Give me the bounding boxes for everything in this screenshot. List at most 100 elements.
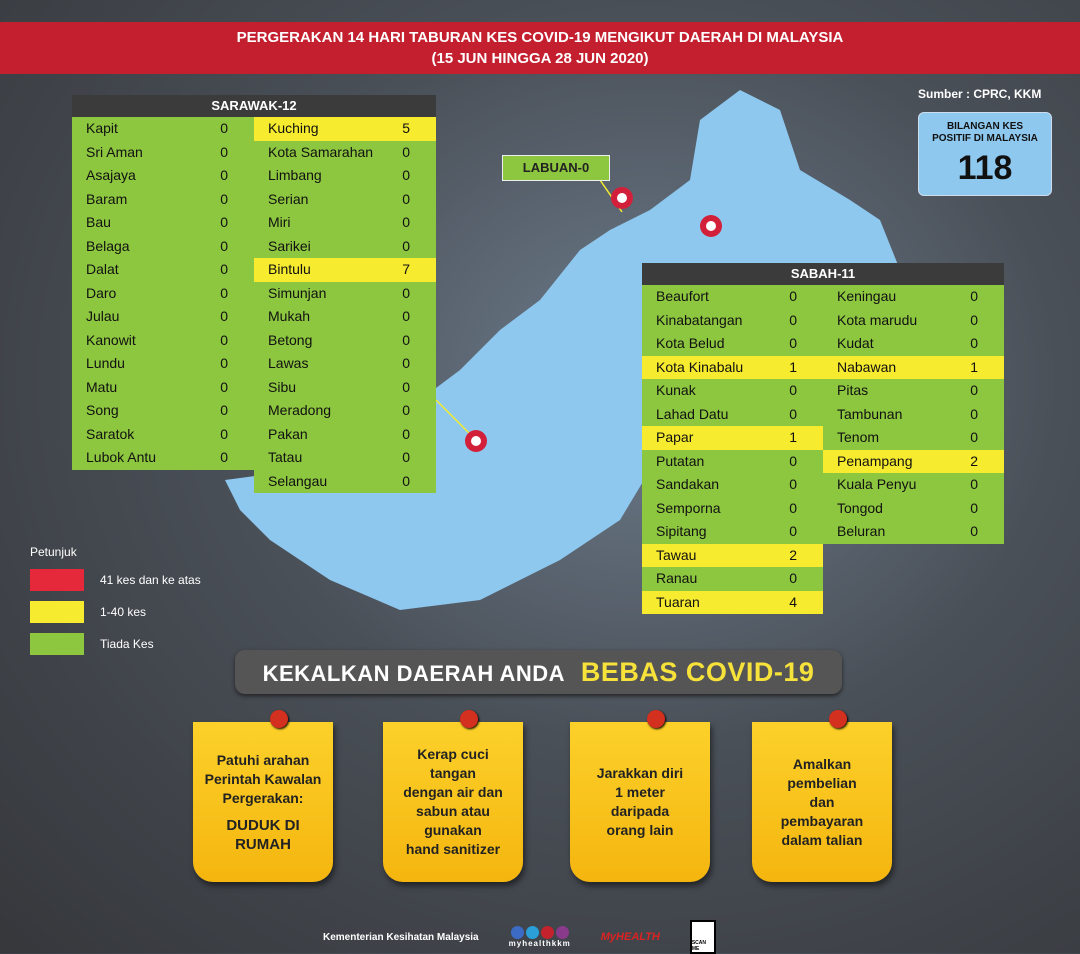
case-count: 0 bbox=[402, 425, 410, 442]
case-count: 1 bbox=[789, 429, 797, 445]
district-name: Kunak bbox=[656, 382, 696, 398]
district-name: Ranau bbox=[656, 570, 698, 586]
district-name: Belaga bbox=[86, 237, 130, 254]
district-name: Putatan bbox=[656, 452, 705, 469]
district-name: Sipitang bbox=[656, 523, 707, 539]
legend-swatch-red bbox=[30, 569, 84, 591]
total-label: BILANGAN KES bbox=[946, 121, 1024, 132]
case-count: 0 bbox=[970, 382, 978, 398]
case-count: 0 bbox=[789, 452, 797, 469]
slogan-part1: KEKALKAN DAERAH ANDA bbox=[262, 661, 565, 686]
footer: Kementerian Kesihatan Malaysia myhealthk… bbox=[323, 920, 716, 954]
district-name: Lubok Antu bbox=[86, 449, 157, 465]
district-name: Baram bbox=[86, 190, 128, 207]
case-count: 0 bbox=[402, 331, 410, 348]
district-row: Baram 0 bbox=[72, 187, 254, 211]
district-name: Limbang bbox=[268, 167, 322, 183]
note-line: gunakan bbox=[424, 822, 482, 838]
district-name: Kudat bbox=[837, 335, 874, 351]
case-count: 7 bbox=[402, 261, 410, 277]
district-row: Kudat 0 bbox=[823, 332, 1004, 356]
social-handle: myhealthkkm bbox=[508, 939, 571, 948]
district-name: Kuala Penyu bbox=[837, 476, 917, 492]
case-count: 0 bbox=[970, 288, 978, 304]
district-row: Sibu 0 bbox=[254, 375, 436, 399]
case-count: 0 bbox=[970, 405, 978, 422]
note-line: tangan bbox=[430, 765, 476, 781]
note-emphasis: DUDUK DI bbox=[226, 816, 300, 834]
district-row: Kuching 5 bbox=[254, 117, 436, 141]
district-name: Kota Kinabalu bbox=[656, 358, 744, 375]
youtube-icon[interactable] bbox=[540, 926, 554, 939]
case-count: 1 bbox=[789, 358, 797, 375]
district-name: Sarikei bbox=[268, 237, 311, 254]
district-row: Lahad Datu 0 bbox=[642, 402, 823, 426]
table-title: SABAH-11 bbox=[642, 263, 1004, 285]
case-count: 0 bbox=[220, 331, 228, 348]
case-count: 0 bbox=[789, 288, 797, 304]
case-count: 1 bbox=[970, 358, 978, 375]
instagram-icon[interactable] bbox=[555, 926, 569, 939]
case-count: 0 bbox=[220, 308, 228, 324]
legend-label: 41 kes dan ke atas bbox=[100, 573, 201, 587]
note-line: Perintah Kawalan bbox=[204, 770, 322, 787]
note-line: hand sanitizer bbox=[405, 841, 501, 857]
district-row: Ranau 0 bbox=[642, 567, 823, 591]
page-title: PERGERAKAN 14 HARI TABURAN KES COVID-19 … bbox=[0, 22, 1080, 74]
district-name: Pakan bbox=[268, 425, 308, 442]
case-count: 0 bbox=[789, 476, 797, 492]
district-row: Kunak 0 bbox=[642, 379, 823, 403]
district-name: Meradong bbox=[268, 402, 332, 418]
case-count: 0 bbox=[970, 523, 978, 539]
district-name: Penampang bbox=[837, 452, 913, 469]
table-title: SARAWAK-12 bbox=[72, 95, 436, 117]
case-count: 0 bbox=[789, 499, 797, 516]
district-row: Miri 0 bbox=[254, 211, 436, 235]
note-line: pembayaran bbox=[780, 812, 864, 829]
district-name: Miri bbox=[268, 214, 291, 230]
case-count: 0 bbox=[220, 449, 228, 465]
district-name: Lundu bbox=[86, 355, 125, 371]
district-name: Tambunan bbox=[837, 405, 903, 422]
district-row: Kanowit 0 bbox=[72, 328, 254, 352]
myhealth-logo: MyHEALTH bbox=[600, 931, 660, 943]
district-row: Nabawan 1 bbox=[823, 355, 1004, 379]
qr-code[interactable]: SCAN ME bbox=[689, 920, 716, 954]
case-count: 5 bbox=[402, 120, 410, 136]
district-row: Tongod 0 bbox=[823, 496, 1004, 520]
note-line: dengan air dan bbox=[403, 784, 503, 800]
district-name: Beaufort bbox=[656, 288, 709, 304]
twitter-icon[interactable] bbox=[525, 926, 539, 939]
note-line: dalam talian bbox=[781, 831, 863, 848]
district-name: Tuaran bbox=[656, 593, 700, 610]
note-line: Pergerakan: bbox=[222, 789, 304, 806]
case-count: 0 bbox=[220, 167, 228, 183]
district-row: Beluran 0 bbox=[823, 520, 1004, 544]
legend-label: 1-40 kes bbox=[100, 605, 147, 619]
sticky-note: Kerap cuci tangan dengan air dan sabun atau… bbox=[383, 710, 523, 882]
note-line: sabun atau bbox=[416, 803, 490, 819]
case-count: 2 bbox=[970, 452, 978, 469]
district-row: Kinabatangan 0 bbox=[642, 308, 823, 332]
district-name: Papar bbox=[656, 429, 694, 445]
legend: Petunjuk 41 kes dan ke atas 1-40 kes Tia… bbox=[30, 545, 201, 655]
district-name: Kanowit bbox=[86, 331, 136, 348]
case-count: 0 bbox=[970, 499, 978, 516]
district-row: Selangau 0 bbox=[254, 469, 436, 493]
district-row: Putatan 0 bbox=[642, 449, 823, 473]
district-name: Pitas bbox=[837, 382, 869, 398]
district-row: Tawau 2 bbox=[642, 543, 823, 567]
district-name: Sandakan bbox=[656, 476, 720, 492]
ministry-name: Kementerian Kesihatan Malaysia bbox=[323, 931, 479, 943]
facebook-icon[interactable] bbox=[510, 926, 524, 939]
district-name: Simunjan bbox=[268, 284, 327, 301]
subtitle: (15 JUN HINGGA 28 JUN 2020) bbox=[431, 50, 649, 67]
district-row: Beaufort 0 bbox=[642, 285, 823, 309]
sarawak-table: SARAWAK-12 Kapit 0 Sri Aman 0 Asajaya 0 Baram 0… bbox=[72, 95, 436, 493]
district-name: Kapit bbox=[86, 120, 118, 136]
legend-label: Tiada Kes bbox=[100, 637, 154, 651]
case-count: 0 bbox=[402, 237, 410, 254]
slogan-part2: BEBAS COVID-19 bbox=[580, 657, 815, 687]
district-row: Lawas 0 bbox=[254, 352, 436, 376]
district-name: Daro bbox=[86, 284, 117, 301]
